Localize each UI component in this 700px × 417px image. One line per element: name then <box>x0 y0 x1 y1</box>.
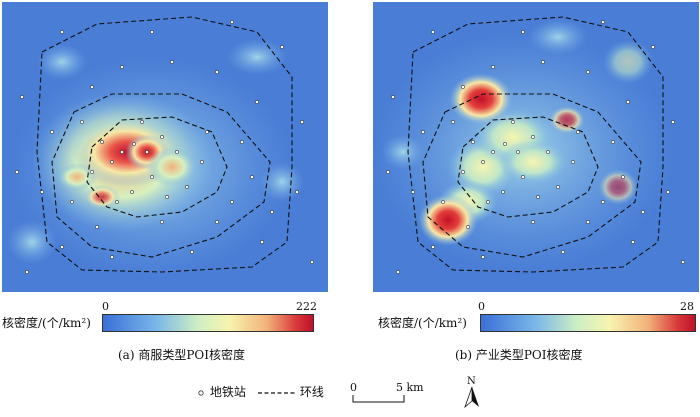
patch <box>260 162 304 202</box>
legend-max: 28 <box>680 300 694 313</box>
metro-stations <box>15 20 314 274</box>
corridor <box>498 140 568 184</box>
scale-bar-line <box>352 395 405 403</box>
caption-industrial: (b) 产业类型POI核密度 <box>455 348 583 362</box>
density-map-industrial <box>373 16 685 274</box>
inner-ring-road <box>457 116 599 218</box>
color-ramp <box>480 314 696 332</box>
hotspot <box>418 194 478 246</box>
legend-label: 核密度/(个/km²) <box>2 316 91 330</box>
patch <box>227 39 287 75</box>
outer-ring-road <box>36 16 293 273</box>
patch <box>603 40 653 84</box>
middle-ring-road <box>422 93 642 258</box>
scale-zero: 0 <box>350 381 357 394</box>
hotspot <box>147 147 197 187</box>
key-ring-road: 环线 <box>258 383 324 417</box>
density-map-commercial <box>7 16 314 277</box>
legend-label: 核密度/(个/km²) <box>378 316 467 330</box>
hotspot <box>549 106 585 134</box>
caption-commercial: (a) 商服类型POI核密度 <box>118 348 245 362</box>
scale-bar: 0 5 km <box>348 372 428 406</box>
north-label: N <box>467 376 476 387</box>
middle-ring-road <box>51 93 271 258</box>
hotspot <box>449 73 513 125</box>
color-legend-commercial: 核密度/(个/km²) 0 222 <box>0 300 330 334</box>
north-arrow: N <box>463 376 483 410</box>
ring-road-line-icon <box>258 391 296 394</box>
color-legend-industrial: 核密度/(个/km²) 0 28 <box>372 300 700 334</box>
hotspot <box>598 169 638 205</box>
patch <box>381 134 425 170</box>
station-label: 地铁站 <box>209 385 246 399</box>
metro-stations <box>386 20 685 274</box>
legend-max: 222 <box>296 300 317 313</box>
patch <box>37 44 87 80</box>
inner-ring-road <box>86 116 228 218</box>
patch <box>7 220 57 264</box>
station-symbol-icon <box>198 389 204 396</box>
map-panel-commercial <box>2 2 328 292</box>
scale-value: 5 km <box>396 381 424 394</box>
legend-min: 0 <box>478 300 485 313</box>
north-arrow-icon <box>464 387 479 409</box>
outer-ring-road <box>407 16 664 273</box>
key-metro-station: 地铁站 <box>196 383 246 417</box>
map-panel-industrial <box>373 2 699 292</box>
patch <box>528 19 588 55</box>
hotspot <box>84 185 120 209</box>
color-ramp <box>102 314 314 332</box>
legend-min: 0 <box>102 300 109 313</box>
ring-label: 环线 <box>299 385 324 399</box>
hotspot <box>57 163 97 191</box>
